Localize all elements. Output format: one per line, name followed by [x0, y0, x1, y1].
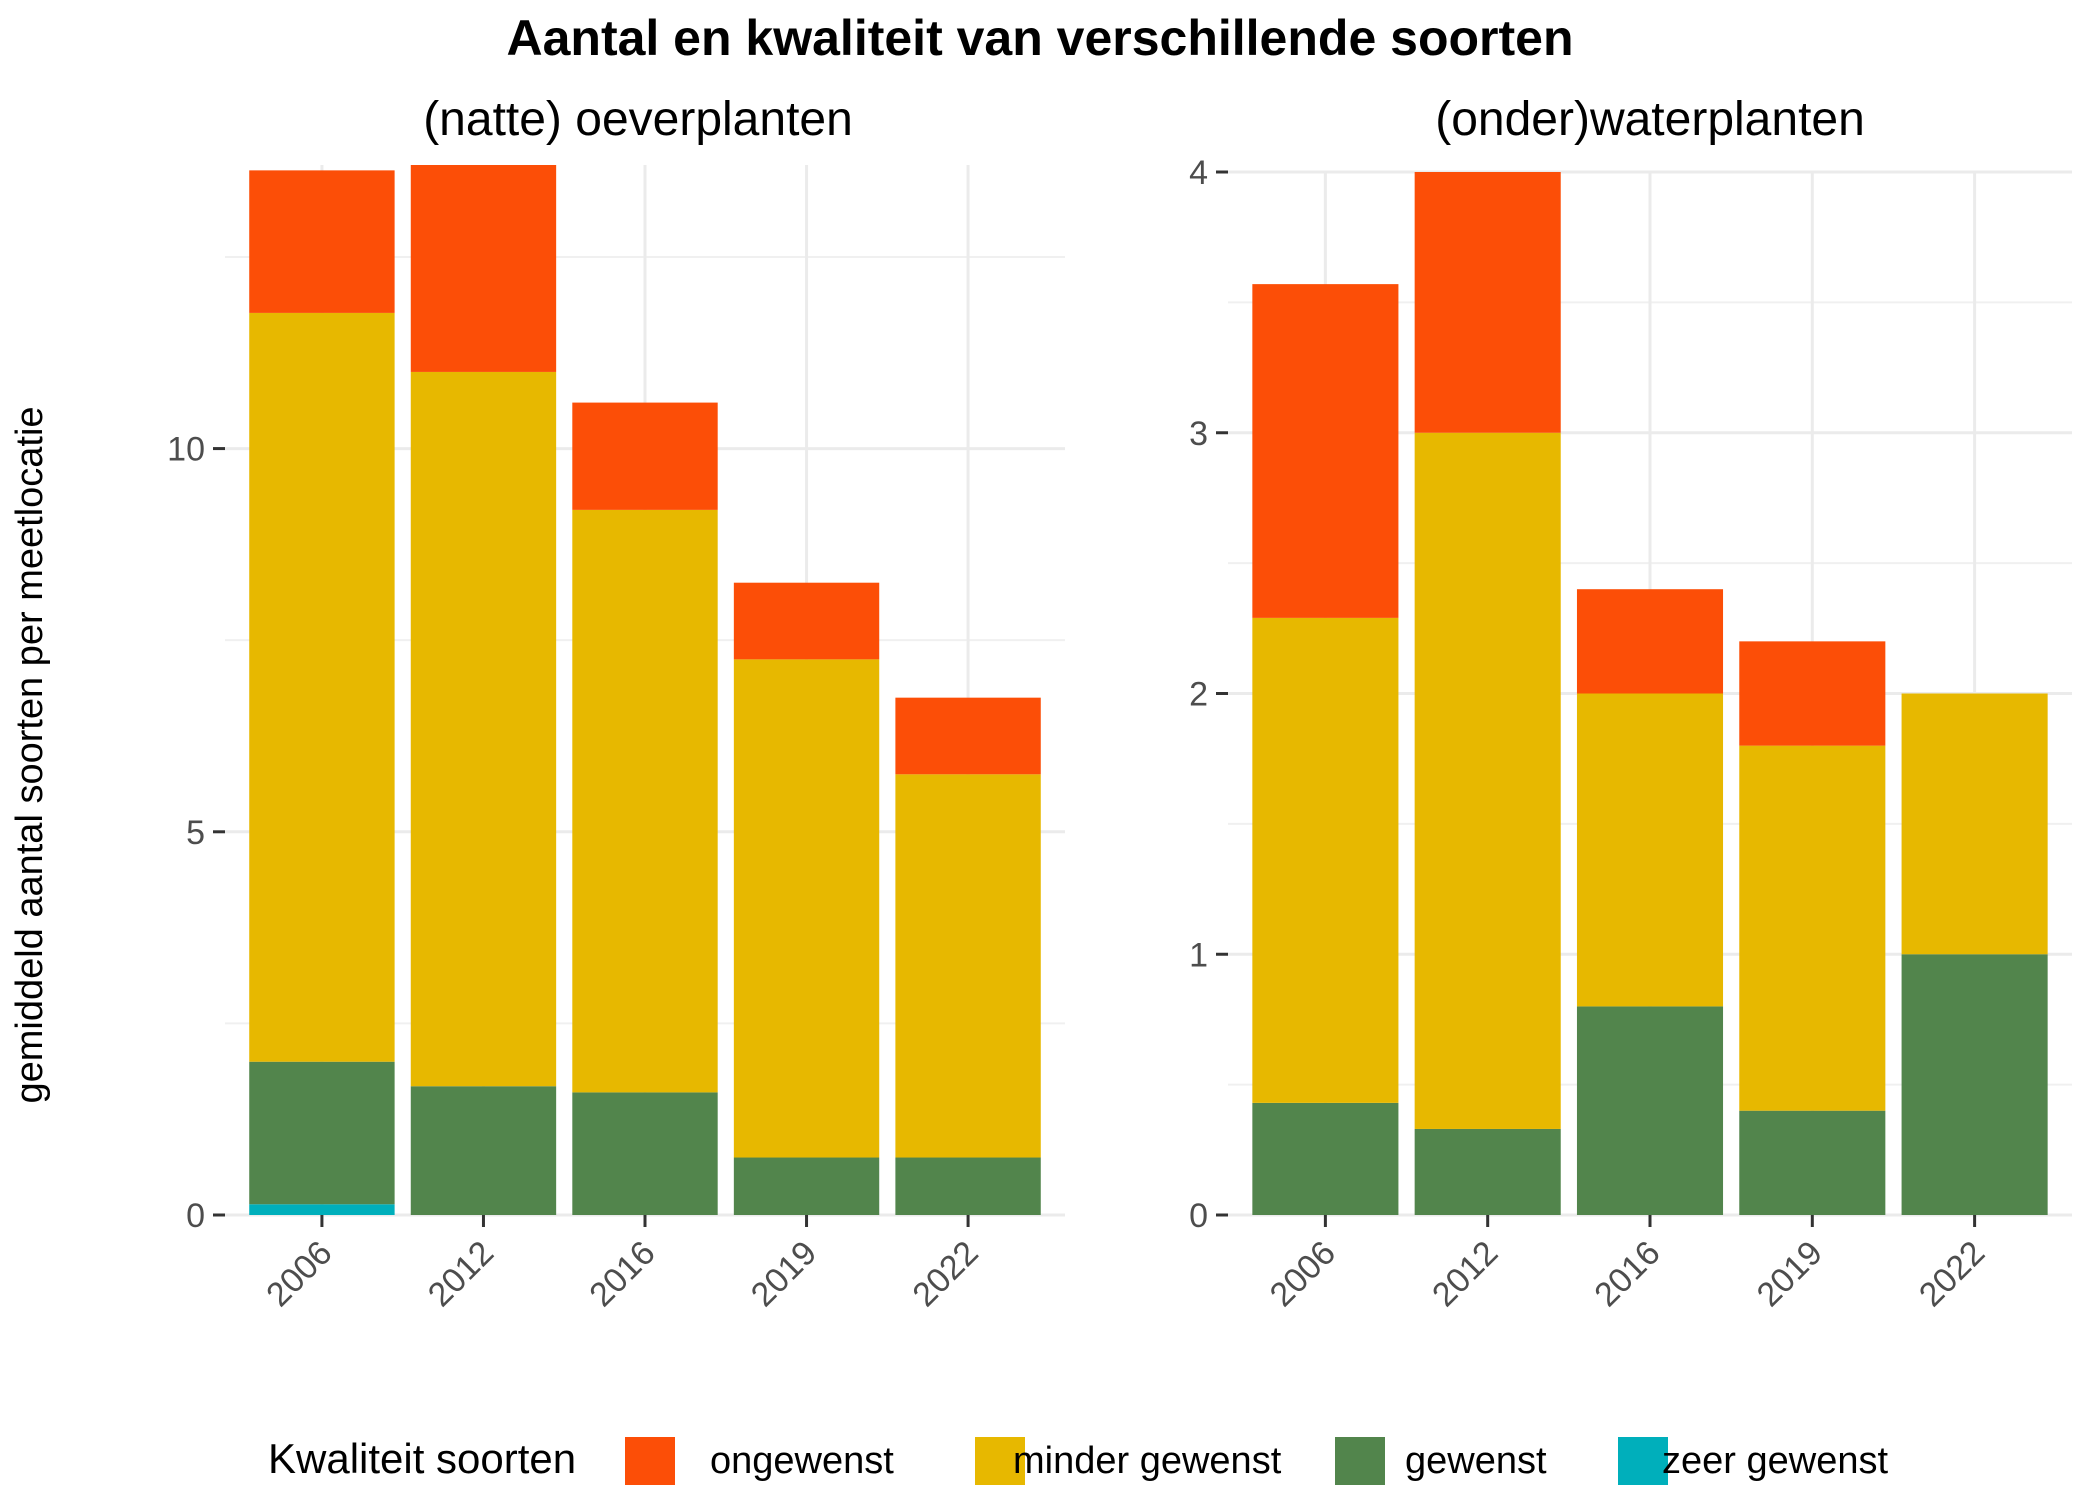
bar-2022-minder-gewenst	[895, 774, 1041, 1158]
x-tick-label: 2019	[1750, 1234, 1830, 1314]
legend-key-ongewenst	[625, 1437, 675, 1485]
bar-2019-gewenst	[1739, 1110, 1886, 1215]
bar-2019-ongewenst	[733, 582, 880, 660]
x-tick-label: 2006	[1263, 1234, 1343, 1314]
legend: Kwaliteit soorten ongewenst minder gewens…	[268, 1435, 1888, 1485]
bar-2022-gewenst	[1901, 954, 2048, 1215]
bar-2016-gewenst	[1576, 1006, 1724, 1215]
x-tick-label: 2016	[582, 1234, 662, 1314]
bar-2022-gewenst	[895, 1157, 1041, 1215]
bar-2012-minder-gewenst	[410, 371, 557, 1087]
bar-2012-ongewenst	[1414, 172, 1561, 433]
legend-key-zeer-gewenst	[1618, 1437, 1668, 1485]
y-tick-label: 0	[1189, 1197, 1208, 1235]
panel-subtitle: (onder)waterplanten	[1435, 93, 1865, 146]
bar-2019-minder-gewenst	[733, 659, 880, 1158]
bar-2006-ongewenst	[249, 170, 395, 313]
panel-oeverplanten: (natte) oeverplanten 0 5 10 2006 2012 2016 2019…	[167, 93, 1065, 1314]
bar-2006-gewenst	[249, 1061, 395, 1205]
bar-2016-gewenst	[572, 1092, 718, 1215]
panel-waterplanten: (onder)waterplanten 0 1 2 3 4 2006 2012 2016 2019…	[1189, 93, 2072, 1314]
chart-title: Aantal en kwaliteit van verschillende so…	[506, 10, 1573, 66]
y-tick-label: 10	[167, 431, 205, 469]
y-tick-label: 1	[1189, 936, 1208, 974]
legend-key-gewenst	[1335, 1437, 1385, 1485]
x-tick-label: 2016	[1587, 1234, 1667, 1314]
bar-2006-gewenst	[1252, 1102, 1399, 1215]
bar-2019-gewenst	[733, 1157, 880, 1215]
x-tick-label: 2012	[1425, 1234, 1505, 1314]
legend-label-minder-gewenst: minder gewenst	[1013, 1440, 1282, 1482]
bar-2016-minder-gewenst	[572, 509, 718, 1093]
bar-2006-minder-gewenst	[1252, 617, 1399, 1103]
bar-2016-minder-gewenst	[1576, 693, 1724, 1007]
x-tick-label: 2019	[744, 1234, 824, 1314]
y-tick-label: 3	[1189, 415, 1208, 453]
x-tick-label: 2006	[259, 1234, 339, 1314]
bar-2019-minder-gewenst	[1739, 745, 1886, 1111]
panel-subtitle: (natte) oeverplanten	[423, 93, 853, 146]
bar-2019-ongewenst	[1739, 641, 1886, 746]
bar-2012-minder-gewenst	[1414, 432, 1561, 1129]
bar-2012-ongewenst	[410, 165, 557, 372]
y-tick-label: 5	[186, 814, 205, 852]
bar-2016-ongewenst	[572, 402, 718, 510]
bar-2016-ongewenst	[1576, 589, 1724, 694]
x-tick-label: 2022	[1912, 1234, 1992, 1314]
legend-label-gewenst: gewenst	[1405, 1440, 1547, 1482]
y-tick-label: 2	[1189, 676, 1208, 714]
legend-items: ongewenst minder gewenst gewenst zeer gewen…	[625, 1437, 1888, 1485]
y-tick-label: 4	[1189, 154, 1208, 192]
bar-2006-zeer-gewenst	[249, 1204, 395, 1215]
bar-2022-ongewenst	[895, 697, 1041, 775]
x-tick-label: 2012	[421, 1234, 501, 1314]
legend-key-minder-gewenst	[975, 1437, 1025, 1485]
bar-2012-gewenst	[410, 1086, 557, 1215]
bar-2006-ongewenst	[1252, 284, 1399, 618]
legend-label-zeer-gewenst: zeer gewenst	[1662, 1440, 1888, 1482]
legend-title: Kwaliteit soorten	[268, 1435, 576, 1482]
bar-2022-minder-gewenst	[1901, 693, 2048, 955]
legend-label-ongewenst: ongewenst	[710, 1440, 894, 1482]
bar-2006-minder-gewenst	[249, 312, 395, 1062]
y-tick-label: 0	[186, 1197, 205, 1235]
x-tick-label: 2022	[905, 1234, 985, 1314]
bar-2012-gewenst	[1414, 1128, 1561, 1215]
y-axis-title: gemiddeld aantal soorten per meetlocatie	[9, 406, 51, 1103]
